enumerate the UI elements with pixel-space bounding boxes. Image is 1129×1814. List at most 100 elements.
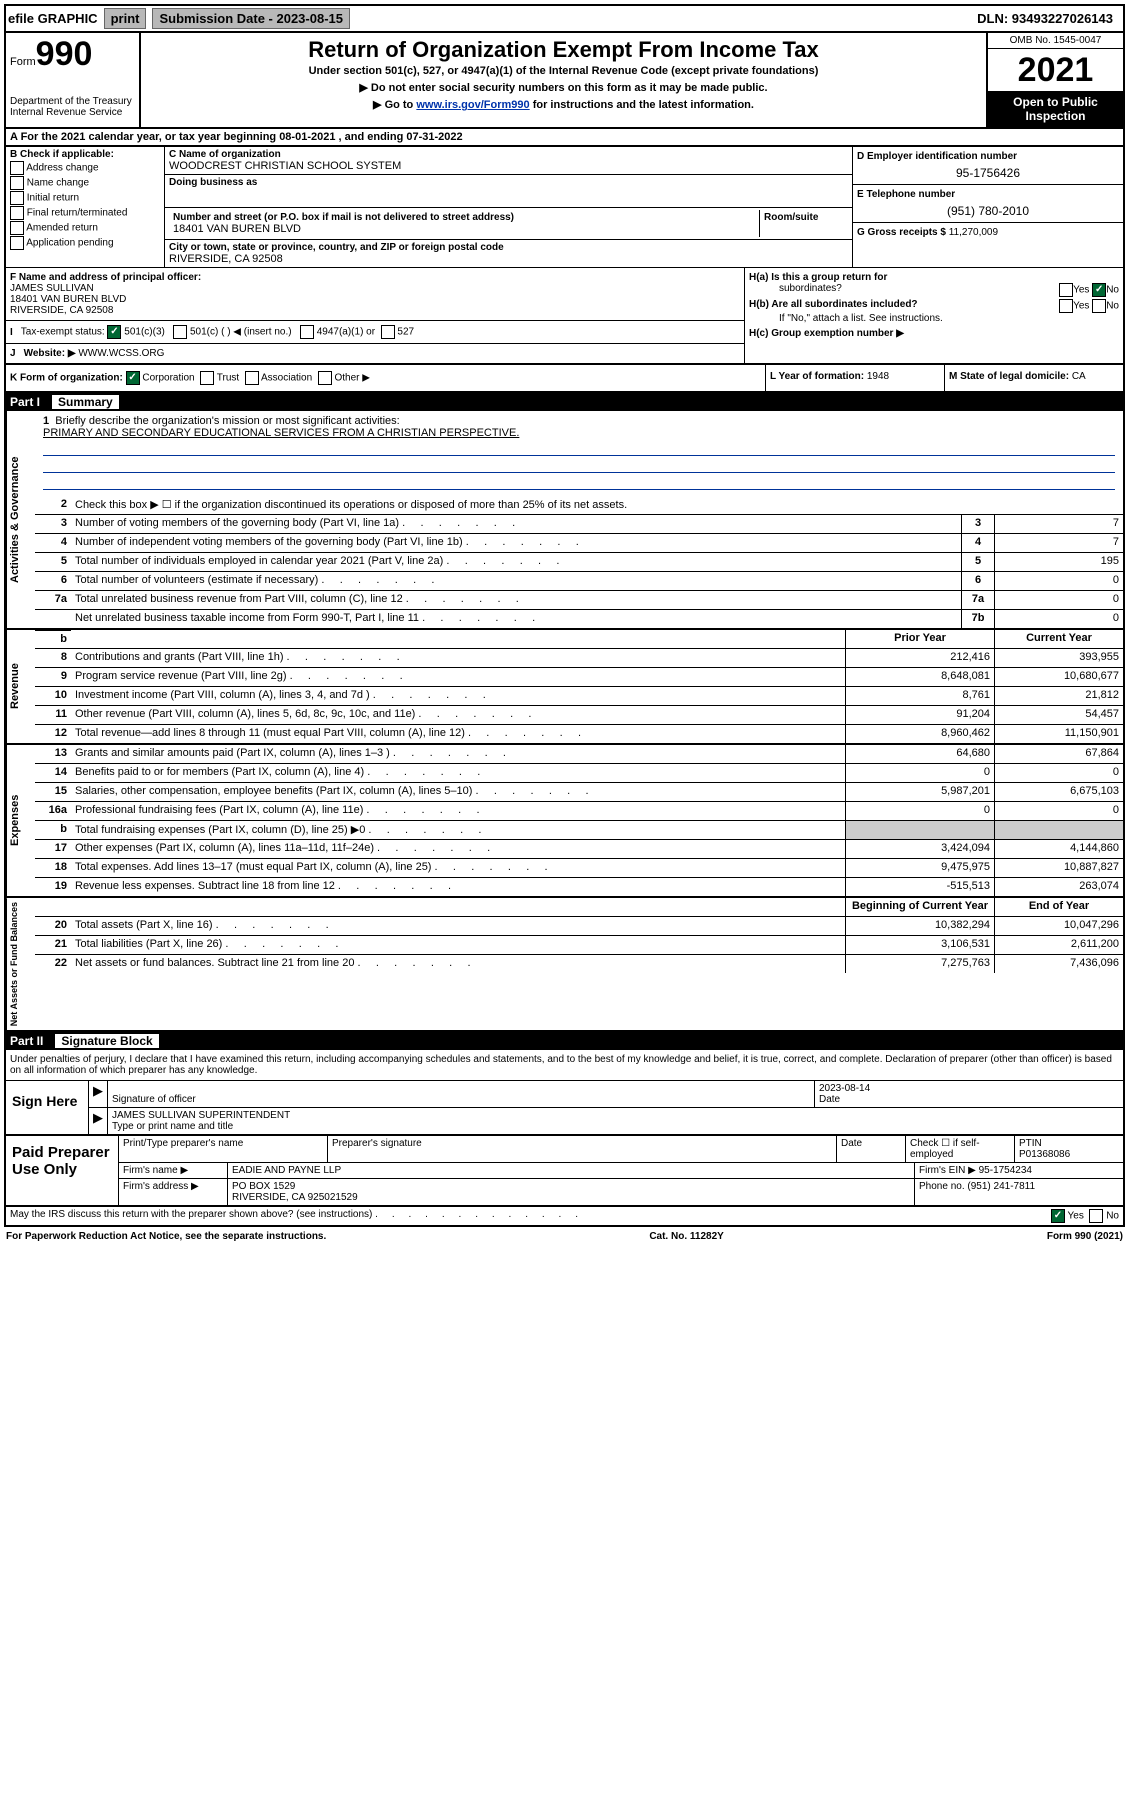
- discuss-text: May the IRS discuss this return with the…: [10, 1209, 578, 1223]
- hb-yes[interactable]: [1059, 299, 1073, 313]
- b-label: B Check if applicable:: [10, 149, 160, 160]
- table-row: 14Benefits paid to or for members (Part …: [35, 764, 1123, 783]
- table-row: 10Investment income (Part VIII, column (…: [35, 687, 1123, 706]
- discuss-row: May the IRS discuss this return with the…: [4, 1207, 1125, 1227]
- table-row: 7aTotal unrelated business revenue from …: [35, 591, 1123, 610]
- officer-addr2: RIVERSIDE, CA 92508: [10, 305, 113, 316]
- name-title-label: Type or print name and title: [112, 1121, 233, 1132]
- form-subtitle: Under section 501(c), 527, or 4947(a)(1)…: [145, 65, 982, 77]
- paperwork-notice: For Paperwork Reduction Act Notice, see …: [6, 1231, 326, 1242]
- section-k: K Form of organization: ✓ Corporation Tr…: [4, 365, 1125, 393]
- form-header-right: OMB No. 1545-0047 2021 Open to Public In…: [986, 33, 1123, 127]
- right-info-block: D Employer identification number 95-1756…: [853, 147, 1123, 267]
- gross-label: G Gross receipts $: [857, 227, 946, 238]
- table-row: 22Net assets or fund balances. Subtract …: [35, 955, 1123, 973]
- section-b: B Check if applicable: Address change Na…: [4, 147, 1125, 267]
- check-501c3[interactable]: ✓: [107, 325, 121, 339]
- side-netassets: Net Assets or Fund Balances: [6, 898, 35, 1030]
- ptin-value: P01368086: [1019, 1149, 1070, 1160]
- prep-check-header: Check ☐ if self-employed: [906, 1136, 1015, 1162]
- hb-no[interactable]: [1092, 299, 1106, 313]
- ha-no[interactable]: ✓: [1092, 283, 1106, 297]
- ein-label: D Employer identification number: [857, 151, 1017, 162]
- side-revenue: Revenue: [6, 630, 35, 743]
- opt-address-change[interactable]: Address change: [10, 161, 160, 175]
- table-row: 17Other expenses (Part IX, column (A), l…: [35, 840, 1123, 859]
- opt-amended-return[interactable]: Amended return: [10, 221, 160, 235]
- tax-year: 2021: [988, 49, 1123, 91]
- officer-name-title: JAMES SULLIVAN SUPERINTENDENT: [112, 1110, 290, 1121]
- table-row: 21Total liabilities (Part X, line 26)3,1…: [35, 936, 1123, 955]
- expenses-section: Expenses 13Grants and similar amounts pa…: [4, 745, 1125, 898]
- room-label: Room/suite: [764, 212, 818, 223]
- org-name: WOODCREST CHRISTIAN SCHOOL SYSTEM: [169, 160, 848, 172]
- state-domicile: CA: [1072, 371, 1086, 382]
- part1-header: Part I Summary: [4, 393, 1125, 411]
- k-trust[interactable]: [200, 371, 214, 385]
- k-corp[interactable]: ✓: [126, 371, 140, 385]
- sig-officer-label: Signature of officer: [112, 1094, 196, 1105]
- opt-app-pending[interactable]: Application pending: [10, 236, 160, 250]
- submission-date: Submission Date - 2023-08-15: [152, 8, 350, 29]
- table-row: 11Other revenue (Part VIII, column (A), …: [35, 706, 1123, 725]
- irs-link[interactable]: www.irs.gov/Form990: [416, 99, 529, 111]
- prep-name-header: Print/Type preparer's name: [119, 1136, 328, 1162]
- opt-name-change[interactable]: Name change: [10, 176, 160, 190]
- form-number: 990: [36, 35, 93, 73]
- efile-label: efile GRAPHIC: [8, 11, 98, 26]
- form-title: Return of Organization Exempt From Incom…: [145, 37, 982, 63]
- section-fij: F Name and address of principal officer:…: [4, 267, 1125, 365]
- revenue-section: Revenue b Prior Year Current Year 8Contr…: [4, 630, 1125, 745]
- firm-ein-value: 95-1754234: [979, 1165, 1032, 1176]
- officer-name: JAMES SULLIVAN: [10, 283, 94, 294]
- cat-number: Cat. No. 11282Y: [649, 1231, 723, 1242]
- check-527[interactable]: [381, 325, 395, 339]
- form-header-mid: Return of Organization Exempt From Incom…: [141, 33, 986, 127]
- table-row: 16aProfessional fundraising fees (Part I…: [35, 802, 1123, 821]
- city-value: RIVERSIDE, CA 92508: [169, 253, 848, 265]
- netassets-section: Net Assets or Fund Balances Beginning of…: [4, 898, 1125, 1032]
- check-4947[interactable]: [300, 325, 314, 339]
- form-version: Form 990 (2021): [1047, 1231, 1123, 1242]
- table-row: 13Grants and similar amounts paid (Part …: [35, 745, 1123, 764]
- table-row: bTotal fundraising expenses (Part IX, co…: [35, 821, 1123, 840]
- firm-ein-label: Firm's EIN ▶: [919, 1165, 976, 1176]
- k-assoc[interactable]: [245, 371, 259, 385]
- website-value: WWW.WCSS.ORG: [78, 348, 164, 359]
- prep-phone-label: Phone no.: [919, 1181, 965, 1192]
- org-info-block: C Name of organization WOODCREST CHRISTI…: [165, 147, 853, 267]
- header-begin: Beginning of Current Year: [845, 898, 994, 916]
- ha-yes[interactable]: [1059, 283, 1073, 297]
- row-a-tax-year: A For the 2021 calendar year, or tax yea…: [4, 129, 1125, 147]
- mission-label: Briefly describe the organization's miss…: [55, 415, 399, 427]
- discuss-yes[interactable]: ✓: [1051, 1209, 1065, 1223]
- table-row: 6Total number of volunteers (estimate if…: [35, 572, 1123, 591]
- header-prior: Prior Year: [845, 630, 994, 648]
- table-row: 12Total revenue—add lines 8 through 11 (…: [35, 725, 1123, 743]
- group-return-block: H(a) Is this a group return for subordin…: [744, 268, 1123, 363]
- final-footer: For Paperwork Reduction Act Notice, see …: [4, 1227, 1125, 1246]
- print-button[interactable]: print: [104, 8, 147, 29]
- omb-number: OMB No. 1545-0047: [988, 33, 1123, 49]
- discuss-no[interactable]: [1089, 1209, 1103, 1223]
- table-row: 3Number of voting members of the governi…: [35, 515, 1123, 534]
- principal-officer: F Name and address of principal officer:…: [6, 268, 744, 321]
- table-row: 15Salaries, other compensation, employee…: [35, 783, 1123, 802]
- ein-value: 95-1756426: [857, 166, 1119, 180]
- opt-final-return[interactable]: Final return/terminated: [10, 206, 160, 220]
- side-expenses: Expenses: [6, 745, 35, 896]
- header-end: End of Year: [994, 898, 1123, 916]
- officer-addr1: 18401 VAN BUREN BLVD: [10, 294, 126, 305]
- sig-date-value: 2023-08-14: [819, 1083, 870, 1094]
- k-other[interactable]: [318, 371, 332, 385]
- prep-phone-value: (951) 241-7811: [967, 1181, 1035, 1192]
- firm-addr-label: Firm's address ▶: [119, 1179, 228, 1205]
- check-501c[interactable]: [173, 325, 187, 339]
- form-label: Form: [10, 56, 36, 68]
- opt-initial-return[interactable]: Initial return: [10, 191, 160, 205]
- table-row: 19Revenue less expenses. Subtract line 1…: [35, 878, 1123, 896]
- table-row: 20Total assets (Part X, line 16)10,382,2…: [35, 917, 1123, 936]
- prep-sig-header: Preparer's signature: [328, 1136, 837, 1162]
- open-public-badge: Open to Public Inspection: [988, 91, 1123, 127]
- table-row: 9Program service revenue (Part VIII, lin…: [35, 668, 1123, 687]
